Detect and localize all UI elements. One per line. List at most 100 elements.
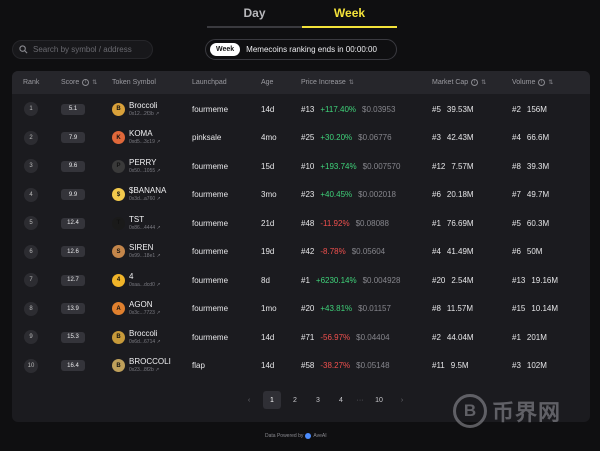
external-link-icon[interactable]: ↗	[156, 338, 161, 345]
token-cell[interactable]: B BROCCOLI 0x23...8f2b ↗	[112, 352, 171, 380]
pagination: ‹ 1 2 3 4 ··· 10 ›	[240, 391, 416, 409]
token-cell[interactable]: B Broccoli 0x6d...6714 ↗	[112, 323, 161, 351]
token-cell[interactable]: S SIREN 0x99...18e1 ↗	[112, 238, 161, 266]
search-input[interactable]	[33, 45, 143, 54]
volume-value: 201M	[526, 332, 547, 342]
external-link-icon[interactable]: ↗	[156, 253, 161, 259]
col-score[interactable]: Score i ⇅	[61, 79, 98, 86]
info-icon[interactable]: i	[538, 79, 546, 86]
page-4-button[interactable]: 4	[339, 396, 343, 404]
external-link-icon[interactable]: ↗	[156, 196, 161, 202]
external-link-icon[interactable]: ↗	[155, 110, 160, 117]
launchpad-label: pinksale	[192, 133, 222, 142]
token-symbol[interactable]: $BANANA	[129, 186, 167, 195]
token-address[interactable]: 0x3d...a760	[129, 196, 156, 202]
volume-value: 60.3M	[526, 218, 550, 228]
price-rank: #20	[301, 304, 315, 313]
pagination-ellipsis: ···	[356, 396, 364, 404]
table-row[interactable]: 10 16.4 B BROCCOLI 0x23...8f2b ↗ flap 14d #58 -3…	[12, 352, 590, 380]
page-1-button[interactable]: 1	[263, 391, 281, 409]
external-link-icon[interactable]: ↗	[156, 281, 161, 288]
footer-brand[interactable]: AveAI	[313, 433, 327, 439]
external-link-icon[interactable]: ↗	[155, 367, 160, 373]
token-cell[interactable]: $ $BANANA 0x3d...a760 ↗	[112, 181, 166, 209]
token-cell[interactable]: B Broccoli 0x12...2f3b ↗	[112, 95, 159, 123]
token-cell[interactable]: P PERRY 0x50...1055 ↗	[112, 152, 161, 180]
price-rank: #25	[301, 133, 315, 142]
token-cell[interactable]: K KOMA 0xd5...3c19 ↗	[112, 124, 160, 152]
search-box[interactable]	[12, 40, 153, 59]
token-address[interactable]: 0xd5...3c19	[129, 139, 155, 145]
token-symbol[interactable]: Broccoli	[129, 100, 158, 110]
mcap-value: 39.53M	[446, 104, 474, 114]
sort-icon[interactable]: ⇅	[348, 80, 354, 86]
external-link-icon[interactable]: ↗	[156, 310, 161, 316]
mcap-value: 44.04M	[446, 332, 474, 342]
external-link-icon[interactable]: ↗	[156, 139, 161, 145]
mcap-rank: #3	[432, 133, 441, 142]
token-address[interactable]: 0xaa...dcd0	[129, 281, 155, 288]
token-address[interactable]: 0x50...1055	[129, 167, 156, 174]
price-rank: #42	[301, 247, 315, 256]
tab-day[interactable]: Day	[207, 0, 302, 28]
col-volume[interactable]: Volume i ⇅	[512, 79, 554, 86]
table-row[interactable]: 7 12.7 4 4 0xaa...dcd0 ↗ fourmeme 8d #1 +6230.14…	[12, 266, 590, 294]
col-rank: Rank	[23, 79, 40, 86]
volume-value: 19.16M	[531, 275, 559, 285]
token-symbol[interactable]: AGON	[129, 300, 153, 309]
price-change: +40.45%	[320, 190, 353, 199]
info-icon[interactable]: i	[471, 79, 479, 86]
mcap-rank: #2	[432, 332, 441, 342]
token-avatar-icon: $	[112, 188, 125, 201]
next-page-button[interactable]: ›	[400, 396, 404, 404]
table-row[interactable]: 8 13.9 A AGON 0x3c...7723 ↗ fourmeme 1mo #20 +43…	[12, 295, 590, 323]
table-row[interactable]: 5 12.4 T TST 0x86...4444 ↗ fourmeme 21d #48 -11.…	[12, 209, 590, 237]
token-cell[interactable]: A AGON 0x3c...7723 ↗	[112, 295, 160, 323]
col-price[interactable]: Price Increase ⇅	[301, 79, 354, 86]
token-cell[interactable]: 4 4 0xaa...dcd0 ↗	[112, 266, 160, 294]
token-symbol[interactable]: BROCCOLI	[129, 357, 171, 366]
price-change: +193.74%	[320, 161, 357, 171]
sort-icon[interactable]: ⇅	[548, 80, 554, 86]
col-mcap[interactable]: Market Cap i ⇅	[432, 79, 487, 86]
token-symbol[interactable]: PERRY	[129, 157, 157, 167]
volume-rank: #4	[512, 133, 521, 142]
token-symbol[interactable]: TST	[129, 214, 145, 224]
table-row[interactable]: 3 9.6 P PERRY 0x50...1055 ↗ fourmeme 15d #10 +19…	[12, 152, 590, 180]
prev-page-button[interactable]: ‹	[247, 396, 251, 404]
token-address[interactable]: 0x12...2f3b	[129, 110, 154, 117]
token-symbol[interactable]: 4	[129, 271, 134, 281]
page-2-button[interactable]: 2	[293, 396, 297, 404]
tab-week[interactable]: Week	[302, 0, 397, 28]
score-badge: 9.6	[61, 160, 85, 172]
info-icon[interactable]: i	[82, 79, 90, 86]
age-value: 14d	[261, 361, 275, 370]
token-address[interactable]: 0x86...4444	[129, 224, 156, 231]
table-row[interactable]: 1 5.1 B Broccoli 0x12...2f3b ↗ fourmeme 14d #13…	[12, 95, 590, 123]
price-change: +6230.14%	[315, 275, 357, 285]
table-row[interactable]: 4 9.9 $ $BANANA 0x3d...a760 ↗ fourmeme 3mo #23 +…	[12, 181, 590, 209]
rank-badge: 7	[24, 273, 38, 287]
mcap-rank: #5	[432, 104, 441, 114]
price-value: $0.04404	[356, 332, 390, 342]
page-3-button[interactable]: 3	[316, 396, 320, 404]
table-row[interactable]: 2 7.9 K KOMA 0xd5...3c19 ↗ pinksale 4mo #25 +30.…	[12, 124, 590, 152]
external-link-icon[interactable]: ↗	[156, 224, 161, 231]
token-symbol[interactable]: Broccoli	[129, 328, 158, 338]
token-address[interactable]: 0x6d...6714	[129, 338, 156, 345]
token-address[interactable]: 0x3c...7723	[129, 310, 155, 316]
sort-icon[interactable]: ⇅	[92, 80, 98, 86]
page-10-button[interactable]: 10	[375, 396, 383, 404]
token-cell[interactable]: T TST 0x86...4444 ↗	[112, 209, 161, 237]
token-symbol[interactable]: KOMA	[129, 129, 153, 138]
sort-icon[interactable]: ⇅	[481, 80, 487, 86]
token-address[interactable]: 0x99...18e1	[129, 253, 156, 259]
rank-badge: 4	[24, 187, 38, 202]
table-row[interactable]: 6 12.6 S SIREN 0x99...18e1 ↗ fourmeme 19d #42 -8…	[12, 238, 590, 266]
table-row[interactable]: 9 15.3 B Broccoli 0x6d...6714 ↗ fourmeme 14d #7…	[12, 323, 590, 351]
token-address[interactable]: 0x23...8f2b	[129, 367, 154, 373]
volume-value: 156M	[526, 104, 547, 114]
external-link-icon[interactable]: ↗	[156, 167, 161, 174]
volume-value: 10.14M	[531, 304, 559, 313]
token-symbol[interactable]: SIREN	[129, 243, 154, 252]
